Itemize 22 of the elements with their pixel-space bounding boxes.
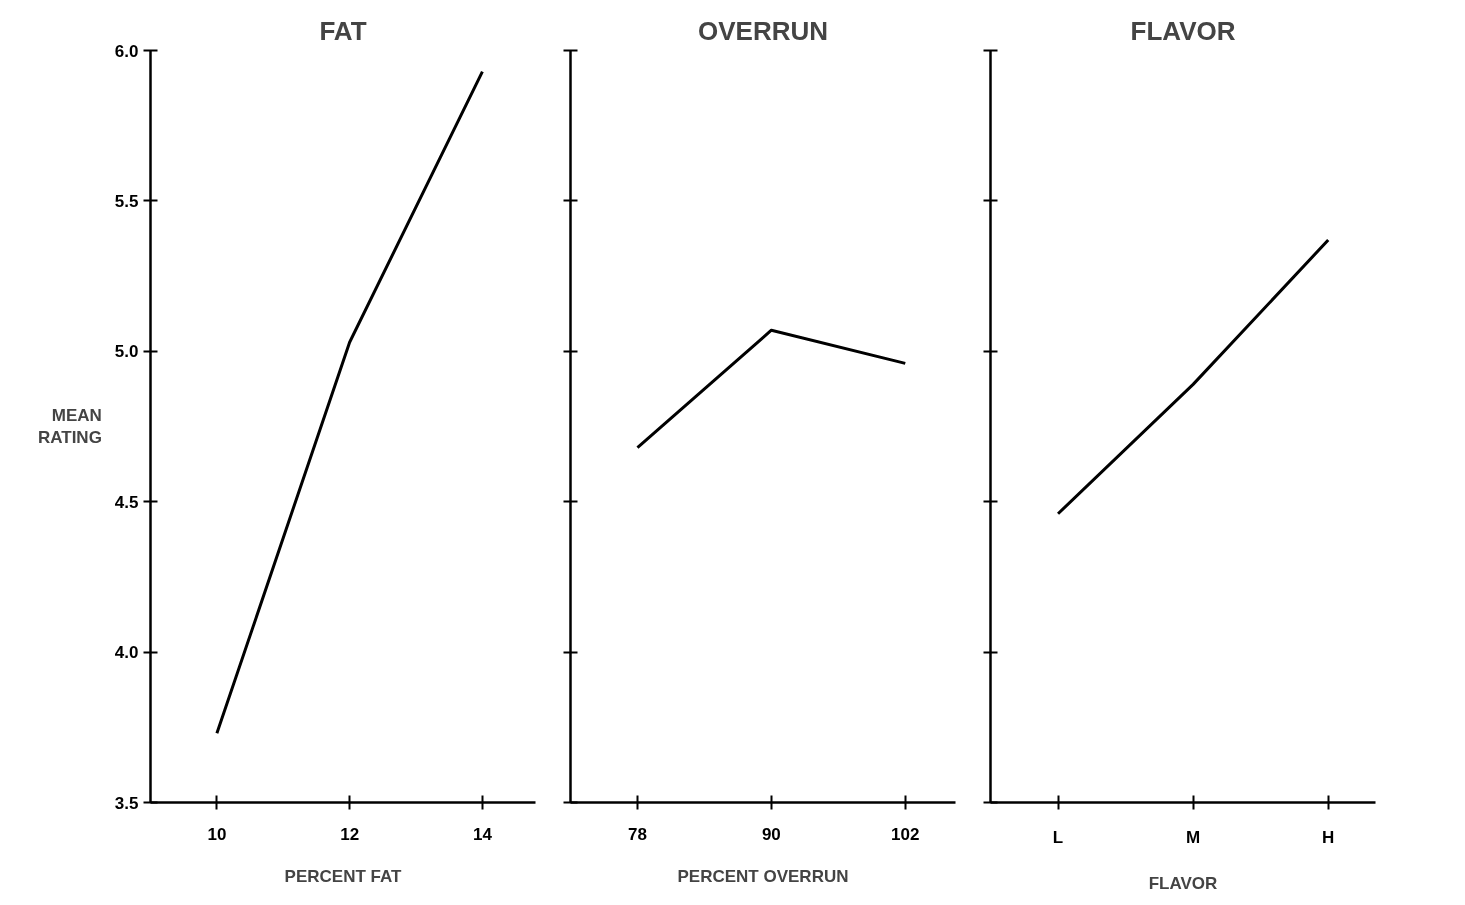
x-tick-label: 14 xyxy=(472,824,493,844)
x-tick-label: 102 xyxy=(891,824,920,844)
x-tick-label: 12 xyxy=(340,824,360,844)
x-tick-label: L xyxy=(1052,827,1064,847)
x-axis-title: PERCENT OVERRUN xyxy=(677,866,849,886)
y-tick-label: 4.5 xyxy=(114,492,139,512)
x-tick-label: 10 xyxy=(207,824,227,844)
y-tick-label: 6.0 xyxy=(114,41,139,61)
y-axis-title: MEAN RATING xyxy=(37,405,102,448)
chart-title: FLAVOR xyxy=(1130,15,1236,46)
x-axis-title: PERCENT FAT xyxy=(284,866,403,886)
x-tick-label: 78 xyxy=(628,824,647,844)
y-tick-label: 3.5 xyxy=(114,793,139,813)
chart-title: OVERRUN xyxy=(697,15,829,46)
y-tick-label: 5.0 xyxy=(114,342,139,362)
x-tick-label: 90 xyxy=(761,824,781,844)
x-tick-label: H xyxy=(1322,827,1335,847)
x-tick-label: M xyxy=(1186,827,1201,847)
x-axis-title: FLAVOR xyxy=(1148,873,1218,893)
chart-title: FAT xyxy=(319,15,367,46)
y-tick-label: 4.0 xyxy=(114,643,139,663)
y-tick-label: 5.5 xyxy=(114,191,139,211)
